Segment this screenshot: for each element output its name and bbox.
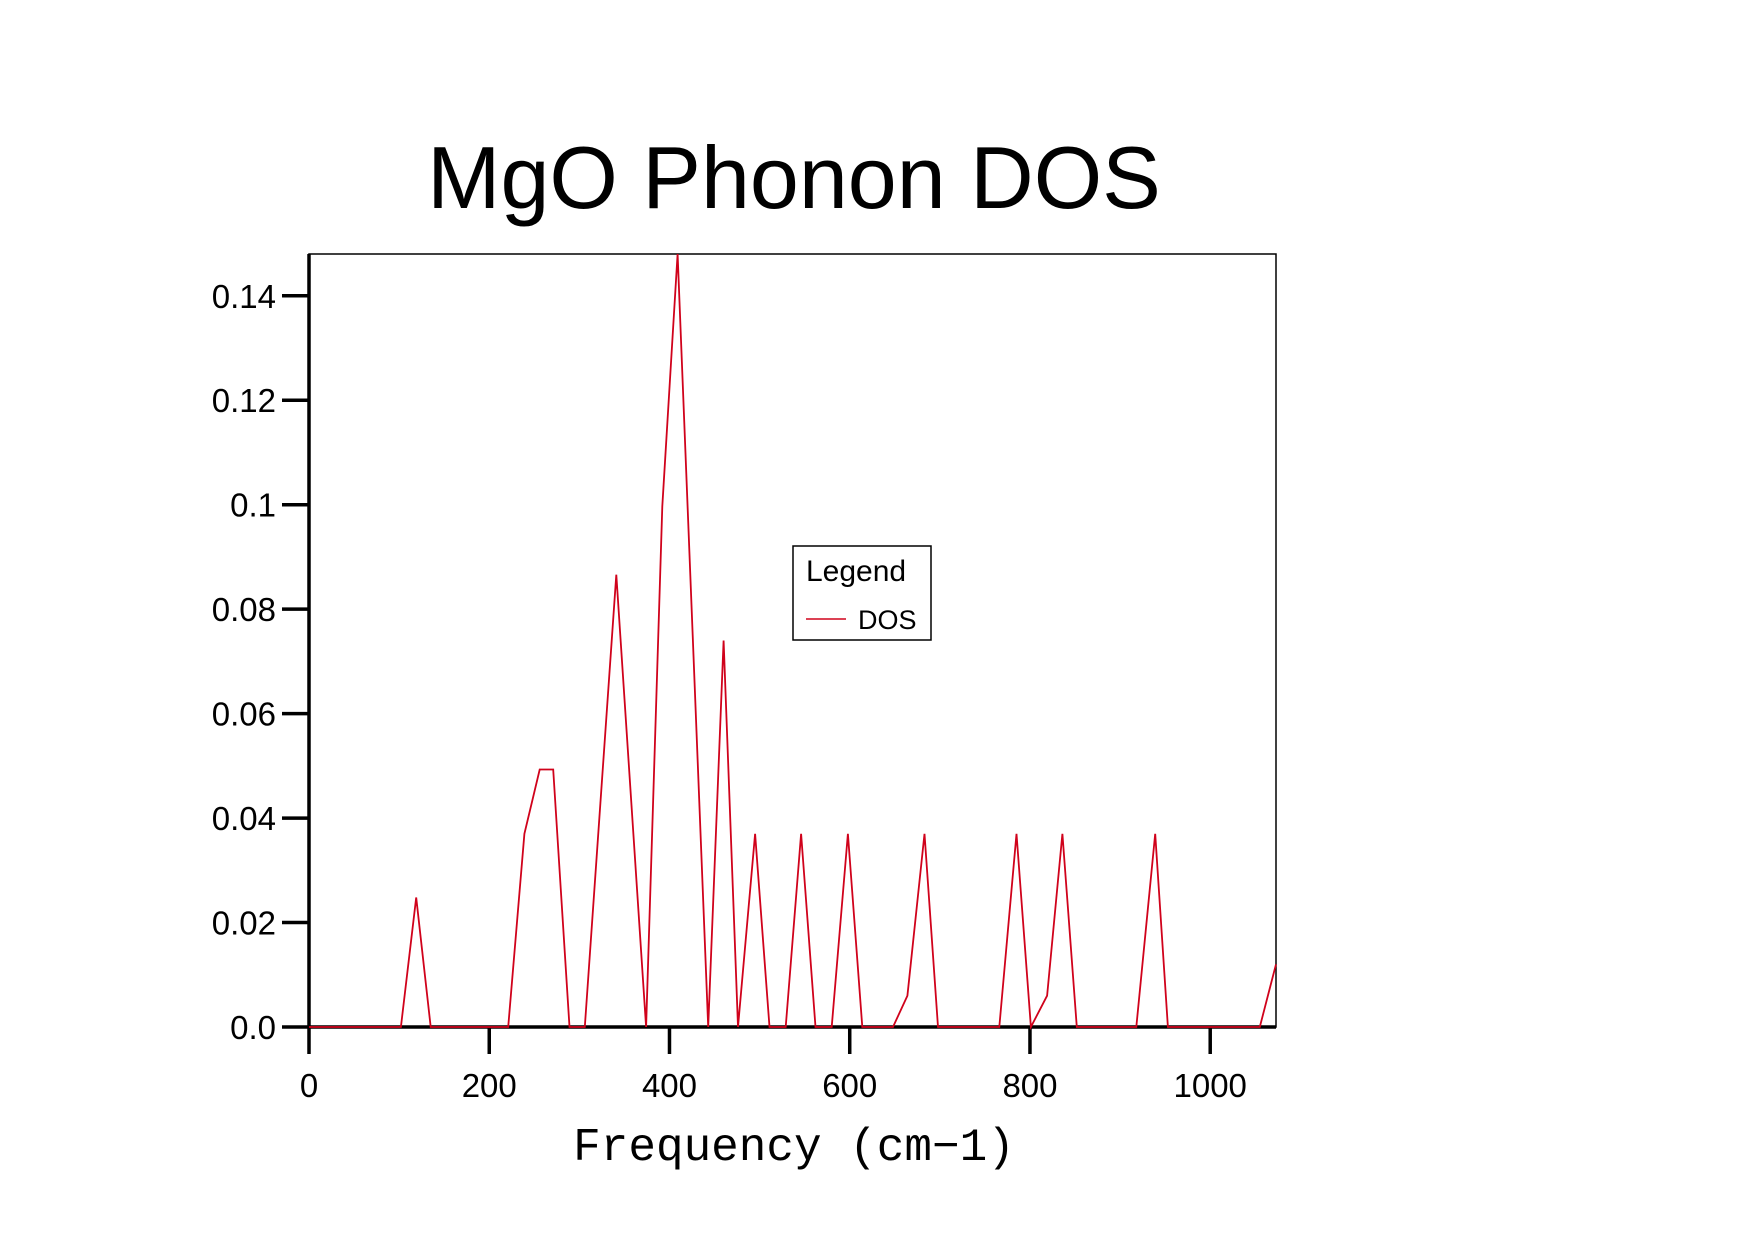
y-tick-label: 0.06 [212, 696, 276, 733]
x-axis-label: Frequency (cm−1) [573, 1122, 1015, 1174]
series-line-dos [309, 253, 1277, 1031]
series-layer [309, 253, 1277, 1031]
y-tick-label: 0.12 [212, 382, 276, 419]
x-tick-label: 400 [642, 1067, 697, 1104]
x-tick-label: 800 [1002, 1067, 1057, 1104]
legend-box [792, 545, 932, 641]
legend-label-dos: DOS [858, 605, 917, 635]
y-tick-label: 0.1 [230, 487, 276, 524]
x-tick-label: 600 [822, 1067, 877, 1104]
y-tick-label: 0.02 [212, 905, 276, 942]
x-tick-label: 200 [462, 1067, 517, 1104]
x-tick-label: 1000 [1174, 1067, 1247, 1104]
legend-title: Legend [806, 555, 906, 588]
x-tick-label: 0 [300, 1067, 318, 1104]
legend: Legend DOS [792, 545, 932, 641]
y-tick-label: 0.08 [212, 591, 276, 628]
x-axis-ticks: 0 200 400 600 800 1000 [300, 1027, 1247, 1104]
y-tick-label: 0.04 [212, 800, 276, 837]
y-tick-label: 0.14 [212, 278, 276, 315]
y-tick-label: 0.0 [230, 1009, 276, 1046]
y-axis-ticks: 0.0 0.02 0.04 0.06 0.08 0.1 0.12 0.14 [212, 278, 309, 1046]
chart-title: MgO Phonon DOS [427, 128, 1161, 227]
